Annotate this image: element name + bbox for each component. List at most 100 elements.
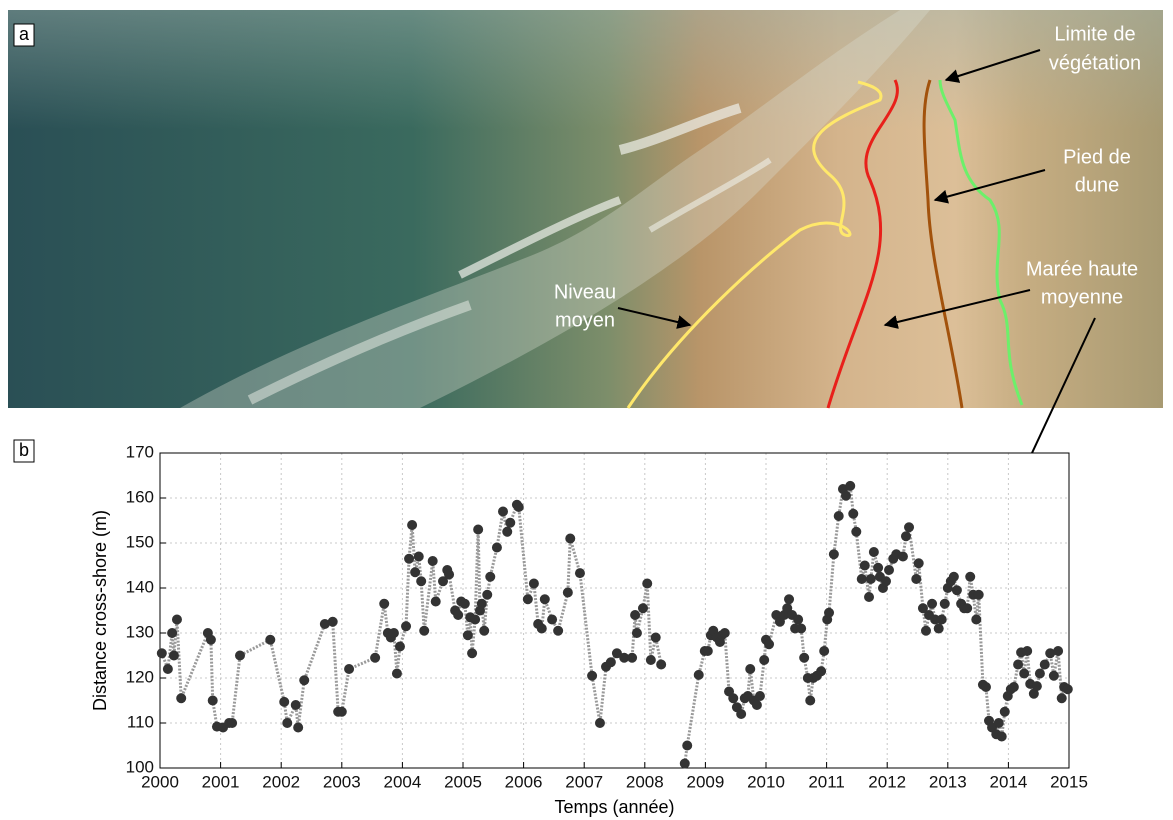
data-point — [594, 718, 605, 728]
mean-level-line — [626, 80, 883, 409]
data-point — [565, 533, 576, 544]
data-point — [1056, 693, 1067, 704]
high-tide-line — [826, 79, 899, 409]
x-tick-label: 2007 — [565, 772, 603, 791]
arrow — [883, 289, 1031, 329]
arrow — [944, 49, 1041, 83]
data-point — [880, 576, 891, 587]
data-point — [470, 614, 481, 625]
data-point — [587, 670, 598, 681]
data-point — [868, 547, 879, 557]
data-point — [631, 628, 642, 638]
data-point — [404, 553, 415, 564]
y-tick-label: 120 — [126, 667, 154, 686]
annotation: Marée haute — [1026, 258, 1138, 280]
data-point — [920, 625, 931, 636]
data-point — [394, 641, 405, 652]
data-point — [479, 625, 490, 636]
data-point — [840, 490, 851, 501]
data-point — [391, 668, 402, 679]
data-point — [656, 659, 667, 670]
data-point — [1022, 646, 1033, 656]
data-point — [824, 607, 835, 618]
y-tick-label: 100 — [126, 757, 154, 776]
data-point — [176, 693, 187, 704]
plot-area — [160, 453, 1069, 768]
data-point — [796, 623, 807, 634]
data-point — [299, 675, 310, 686]
annotation: Niveau — [554, 281, 616, 303]
data-point — [234, 650, 245, 661]
data-point — [482, 589, 493, 600]
data-point — [973, 589, 984, 600]
data-point — [205, 634, 216, 645]
x-tick-label: 2015 — [1050, 772, 1088, 791]
data-point — [873, 562, 884, 573]
data-point — [388, 628, 399, 638]
data-point — [344, 664, 355, 674]
data-point — [562, 587, 573, 598]
panel-label-box — [13, 23, 35, 47]
panel-label: a — [19, 24, 30, 44]
data-point — [637, 603, 648, 614]
axes-frame — [159, 452, 1070, 769]
data-point — [167, 628, 178, 638]
data-point — [459, 598, 470, 609]
panel-label-box — [13, 439, 35, 463]
data-point — [996, 731, 1007, 742]
data-point — [745, 664, 756, 674]
data-point — [848, 508, 859, 519]
data-point — [828, 549, 839, 560]
data-point — [427, 556, 438, 566]
data-point — [751, 700, 762, 710]
data-point — [536, 623, 547, 634]
annotation: dune — [1075, 174, 1120, 196]
data-point — [605, 657, 616, 668]
data-point — [793, 614, 804, 625]
x-tick-label: 2012 — [868, 772, 906, 791]
wave — [648, 157, 772, 233]
x-tick-label: 2008 — [626, 772, 664, 791]
data-point — [999, 706, 1010, 717]
data-point — [473, 524, 484, 535]
data-point — [430, 596, 441, 607]
x-tick-label: 2002 — [262, 772, 300, 791]
data-point — [611, 648, 622, 659]
data-point — [728, 693, 739, 704]
data-point — [1019, 668, 1030, 679]
data-point — [1034, 668, 1045, 679]
data-point — [864, 592, 875, 602]
data-point — [370, 652, 381, 663]
data-point — [290, 700, 301, 710]
data-point — [619, 652, 630, 663]
data-point — [319, 619, 330, 629]
data-point — [407, 520, 418, 530]
data-point — [293, 722, 304, 733]
surf-zone — [180, 10, 930, 408]
data-point — [419, 625, 430, 636]
data-point — [553, 625, 564, 636]
data-point — [513, 502, 524, 512]
data-point — [897, 551, 908, 562]
data-point — [379, 598, 390, 609]
data-point — [1045, 648, 1056, 659]
data-point — [1039, 659, 1050, 670]
data-point — [485, 571, 496, 582]
data-point — [410, 567, 421, 578]
data-point — [679, 758, 690, 769]
data-point — [993, 718, 1004, 728]
plot: 100 110 120 130 140 150 160 170 2000 2001 2002 2003… — [90, 442, 1088, 816]
data-point — [1031, 681, 1042, 692]
data-point — [207, 695, 218, 706]
data-point — [453, 610, 464, 620]
data-point — [491, 542, 502, 553]
data-point — [736, 709, 747, 719]
data-point — [965, 571, 976, 582]
x-tick-label: 2000 — [141, 772, 179, 791]
y-tick-label: 160 — [126, 487, 154, 506]
photo: a Limite de végétation Pied de dune Maré… — [8, 10, 1163, 560]
data-point — [505, 517, 516, 528]
y-tick-label: 150 — [126, 532, 154, 551]
wave — [247, 300, 472, 405]
data-point — [819, 646, 830, 656]
